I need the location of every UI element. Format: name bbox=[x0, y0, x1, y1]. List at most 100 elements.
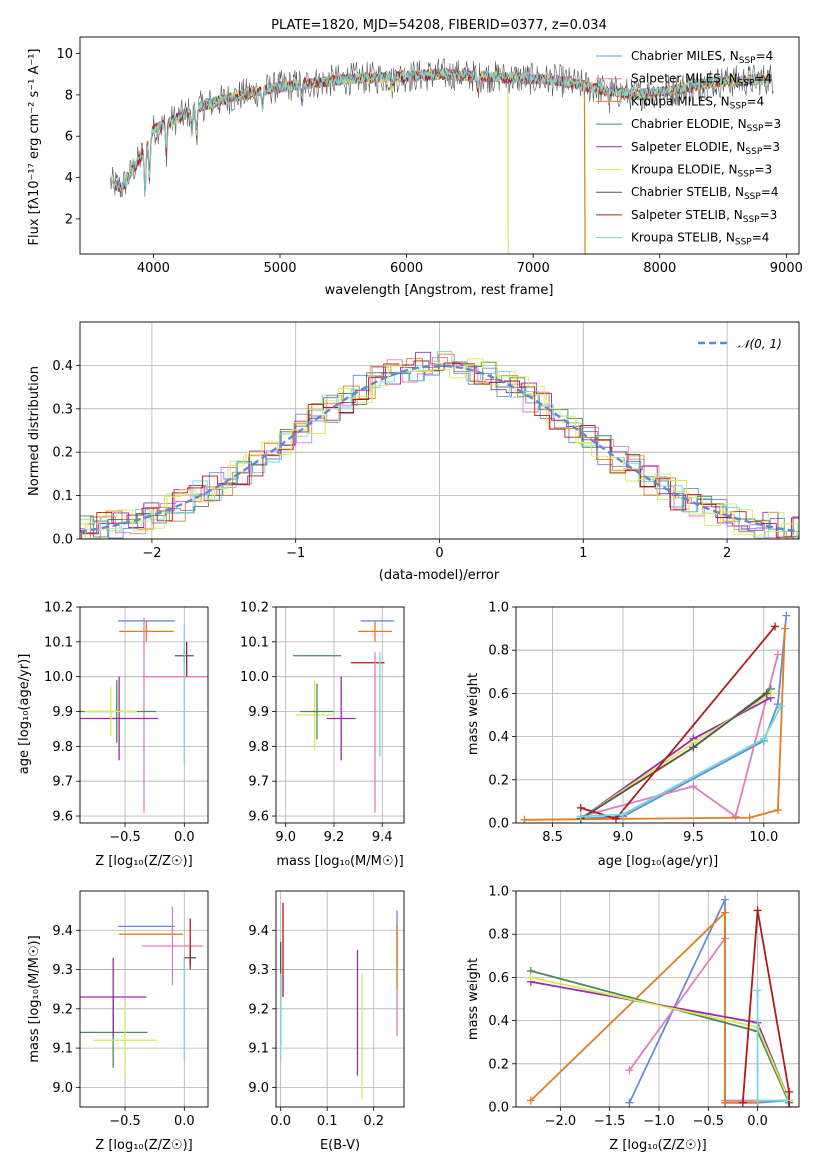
histogram-plot-area: −2 −1 0 1 2 0.0 0.1 0.2 0.3 0.4 bbox=[52, 321, 800, 561]
y-tick-label: 9.9 bbox=[52, 705, 73, 720]
axes-frame bbox=[79, 890, 209, 1108]
mass-weight-vs-metallicity-panel: Z [log₁₀(Z/Z☉)] mass weight −2.0 −1.5 −1.0… bbox=[466, 885, 800, 1153]
weight-marker bbox=[619, 810, 628, 819]
x-tick-label: −1.0 bbox=[643, 1114, 675, 1129]
x-tick-label: 1 bbox=[579, 546, 587, 561]
y-tick-label: 9.3 bbox=[248, 963, 269, 978]
y-tick-label: 9.9 bbox=[248, 705, 269, 720]
weight-marker bbox=[753, 906, 762, 915]
weight-marker bbox=[753, 1096, 762, 1105]
weight-marker bbox=[625, 1066, 634, 1075]
weight-marker bbox=[759, 734, 768, 743]
weight-marker bbox=[721, 908, 730, 917]
y-tick-label: 0.4 bbox=[488, 1014, 509, 1029]
x-axis-label: age [log₁₀(age/yr)] bbox=[598, 854, 719, 869]
x-tick-label: 0 bbox=[435, 546, 443, 561]
y-axis-label: Normed distribution bbox=[27, 366, 42, 496]
y-tick-label: 0.2 bbox=[488, 773, 509, 788]
y-axis-label: Flux [fλ10⁻¹⁷ erg cm⁻² s⁻¹ A⁻¹] bbox=[27, 49, 42, 246]
weight-marker bbox=[611, 814, 620, 823]
y-tick-label: 0.1 bbox=[52, 489, 73, 504]
axes-frame bbox=[79, 36, 800, 255]
axes-frame bbox=[515, 606, 800, 824]
x-tick-label: 9.0 bbox=[275, 830, 296, 845]
y-tick-label: 9.1 bbox=[52, 1042, 73, 1057]
y-tick-label: 0.4 bbox=[52, 359, 73, 374]
y-tick-label: 0.8 bbox=[488, 644, 509, 659]
weight-marker bbox=[738, 1098, 747, 1107]
x-tick-label: −0.5 bbox=[109, 1114, 141, 1129]
weight-marker bbox=[745, 813, 754, 822]
x-tick-label: 9.2 bbox=[324, 830, 345, 845]
x-tick-label: 0.1 bbox=[317, 1114, 338, 1129]
x-axis-label: Z [log₁₀(Z/Z☉)] bbox=[609, 1138, 706, 1153]
x-tick-label: 10.0 bbox=[749, 830, 778, 845]
x-axis-label: E(B-V) bbox=[320, 1138, 360, 1153]
weight-line bbox=[580, 654, 779, 818]
x-tick-label: 9000 bbox=[770, 261, 803, 276]
weight-marker bbox=[520, 815, 529, 823]
axes-frame bbox=[79, 321, 800, 540]
y-tick-label: 6 bbox=[65, 130, 73, 145]
weight-marker bbox=[576, 812, 585, 821]
y-tick-label: 1.0 bbox=[488, 601, 509, 616]
histogram-step bbox=[80, 360, 799, 539]
y-tick-label: 9.8 bbox=[248, 740, 269, 755]
weight-marker bbox=[753, 986, 762, 995]
x-tick-label: 0.0 bbox=[174, 1114, 195, 1129]
weight-marker bbox=[526, 973, 535, 982]
y-tick-label: 10.0 bbox=[240, 670, 269, 685]
y-tick-label: 9.8 bbox=[52, 740, 73, 755]
legend-label: Salpeter MILES, NSSP=4 bbox=[631, 72, 772, 89]
y-tick-label: 0.6 bbox=[488, 971, 509, 986]
legend-label: Chabrier ELODIE, NSSP=3 bbox=[631, 117, 781, 134]
y-tick-label: 0.0 bbox=[52, 533, 73, 548]
weight-marker bbox=[689, 743, 698, 752]
y-axis-label: mass weight bbox=[466, 673, 481, 755]
y-tick-label: 9.2 bbox=[52, 1002, 73, 1017]
y-tick-label: 9.6 bbox=[248, 810, 269, 825]
y-tick-label: 9.6 bbox=[52, 810, 73, 825]
legend: 𝒩(0, 1) bbox=[698, 337, 782, 351]
weight-marker bbox=[785, 1103, 794, 1107]
error-bar bbox=[119, 620, 174, 642]
y-tick-label: 0.2 bbox=[52, 446, 73, 461]
x-tick-label: 9.4 bbox=[372, 830, 393, 845]
y-tick-label: 9.0 bbox=[248, 1081, 269, 1096]
y-tick-label: 9.2 bbox=[248, 1002, 269, 1017]
y-tick-label: 10 bbox=[56, 47, 73, 62]
mass-weight-vs-age-panel: age [log₁₀(age/yr)] mass weight 8.5 9.0 9.… bbox=[466, 601, 800, 869]
axes-frame bbox=[275, 606, 405, 824]
y-axis-label: age [log₁₀(age/yr)] bbox=[17, 654, 32, 775]
x-tick-label: 9.0 bbox=[613, 830, 634, 845]
x-tick-label: 4000 bbox=[137, 261, 170, 276]
mass-vs-extinction-panel: E(B-V) 0.0 0.1 0.2 9.0 9.1 9.2 9.3 9.4 bbox=[248, 890, 405, 1153]
weight-marker bbox=[773, 806, 782, 815]
weight-marker bbox=[721, 895, 730, 904]
x-axis-label: Z [log₁₀(Z/Z☉)] bbox=[95, 1138, 192, 1153]
weight-marker bbox=[731, 812, 740, 821]
x-tick-label: 0.0 bbox=[174, 830, 195, 845]
legend-label: Kroupa ELODIE, NSSP=3 bbox=[631, 163, 772, 180]
x-tick-label: 8000 bbox=[643, 261, 676, 276]
axes-frame bbox=[515, 890, 800, 1108]
y-tick-label: 8 bbox=[65, 88, 73, 103]
error-bar bbox=[80, 957, 147, 1037]
error-bar bbox=[358, 620, 392, 642]
weight-marker bbox=[776, 702, 785, 711]
histogram-step bbox=[80, 361, 799, 539]
weight-marker bbox=[783, 1096, 792, 1105]
y-tick-label: 0.8 bbox=[488, 928, 509, 943]
error-bar bbox=[84, 687, 137, 736]
chart-title: PLATE=1820, MJD=54208, FIBERID=0377, z=0… bbox=[271, 18, 607, 33]
x-axis-label: (data-model)/error bbox=[379, 568, 500, 583]
x-axis-label: Z [log₁₀(Z/Z☉)] bbox=[95, 854, 192, 869]
histogram-step bbox=[80, 350, 799, 538]
y-tick-label: 0.0 bbox=[488, 817, 509, 832]
weight-marker bbox=[526, 1096, 535, 1105]
x-axis-label: wavelength [Angstrom, rest frame] bbox=[325, 283, 554, 298]
x-axis-label: mass [log₁₀(M/M☉)] bbox=[276, 854, 403, 869]
error-bar bbox=[300, 683, 334, 740]
x-tick-label: 9.5 bbox=[683, 830, 704, 845]
